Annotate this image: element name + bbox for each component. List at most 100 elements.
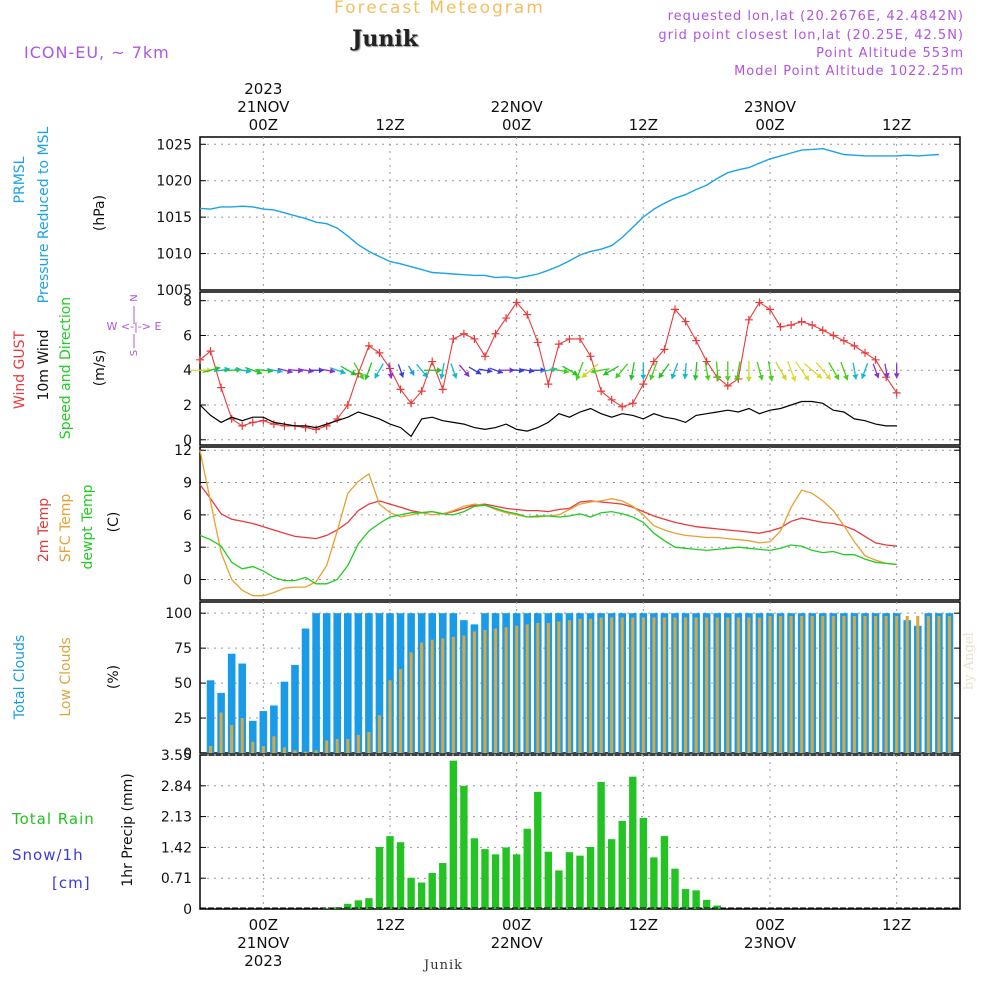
low-clouds-bar	[567, 620, 571, 753]
gust-point	[343, 401, 352, 410]
wind10m-series-line	[199, 400, 897, 438]
top-time-label: 00Z	[502, 116, 531, 134]
gust-point	[301, 423, 310, 432]
top-time-label: 23NOV	[744, 98, 797, 116]
gust-point	[586, 352, 595, 361]
wind-arrow-head	[640, 374, 647, 380]
rain-bar	[523, 828, 531, 909]
model-point-altitude: Model Point Altitude 1022.25m	[734, 64, 964, 79]
rain-bar	[702, 899, 711, 909]
wind-arrow-head	[364, 374, 370, 380]
rain-bar	[481, 849, 489, 909]
low-clouds-bar	[346, 739, 350, 753]
total-clouds-bar	[375, 613, 384, 753]
rain-bar	[396, 842, 405, 909]
gust-point	[533, 338, 542, 347]
low-clouds-bar	[916, 615, 920, 753]
wind-arrow-head	[572, 370, 578, 376]
rain-bar	[565, 852, 574, 909]
low-clouds-bar	[219, 712, 223, 753]
gust-point	[681, 317, 690, 326]
wind-arrow-head	[358, 373, 364, 380]
low-clouds-bar	[726, 617, 730, 753]
panel-4-ytick-label: 100	[165, 606, 192, 622]
low-clouds-bar	[462, 635, 466, 753]
low-clouds-bar	[399, 669, 403, 753]
low-clouds-bar	[483, 629, 487, 753]
gust-point	[892, 388, 901, 397]
wind-arrow-head	[463, 371, 470, 377]
wind-arrow-head	[724, 376, 731, 382]
gust-point	[787, 321, 796, 330]
gust-point	[280, 421, 289, 430]
wind-arrow-head	[398, 371, 405, 378]
wind-arrow-head	[704, 375, 711, 381]
rain-bar	[491, 854, 500, 909]
total-clouds-bar	[301, 628, 310, 753]
total-clouds-bar	[354, 613, 363, 753]
gust-point	[269, 420, 278, 429]
low-clouds-bar	[884, 615, 888, 753]
wind-arrow-head	[439, 373, 445, 380]
gust-point	[850, 341, 859, 350]
panel-2-ytick-label: 0	[183, 433, 192, 449]
top-time-label: 12Z	[629, 116, 658, 134]
wind-arrow-head	[883, 372, 890, 379]
panel-5-ytick-label: 2.13	[161, 810, 192, 826]
wind-arrow-head	[758, 374, 764, 381]
wind-arrow-head	[790, 375, 797, 382]
bottom-time-label: 21NOV	[237, 934, 290, 952]
gust-point	[206, 347, 215, 356]
wind-arrow-head	[277, 367, 283, 374]
panel-frame-3	[199, 446, 961, 601]
wind-arrow-head	[603, 370, 609, 376]
total-clouds-bar	[333, 613, 342, 753]
rain-bar	[407, 877, 415, 909]
rain-bar	[618, 820, 626, 909]
panel-2-ytick-label: 4	[183, 363, 192, 379]
low-clouds-bar	[536, 622, 540, 753]
gust-point	[491, 329, 500, 338]
wind-arrow-head	[768, 375, 774, 382]
low-clouds-bar	[747, 617, 751, 753]
bottom-time-label: 22NOV	[491, 934, 544, 952]
low-clouds-bar	[926, 615, 930, 753]
rain-bar	[344, 903, 352, 909]
wind-arrow-head	[893, 373, 900, 379]
total-clouds-bar	[248, 720, 257, 753]
wind-arrow-head	[563, 368, 570, 375]
low-clouds-bar	[863, 615, 867, 753]
wind-arrow-head	[256, 369, 262, 375]
gust-point	[259, 416, 268, 425]
low-clouds-label: Low Clouds	[58, 637, 74, 716]
bottom-time-label: 12Z	[882, 916, 911, 934]
gust-point	[333, 414, 342, 423]
wind-arrow-head	[451, 372, 458, 379]
low-clouds-bar	[451, 636, 455, 753]
low-clouds-bar	[304, 751, 308, 753]
bottom-time-label: 23NOV	[744, 934, 797, 952]
low-clouds-bar	[905, 615, 909, 753]
rain-bar	[417, 882, 426, 909]
wind-arrow-head	[329, 367, 335, 374]
wind-arrow-head	[628, 374, 635, 381]
panel-2-ytick-label: 2	[183, 398, 192, 414]
panel-5-ytick-label: 0	[183, 902, 192, 918]
top-time-label: 2023	[244, 80, 282, 98]
gust-point	[502, 314, 511, 323]
low-clouds-bar	[261, 746, 265, 753]
gust-point	[597, 387, 606, 396]
rain-bar	[671, 868, 679, 909]
rain-bar	[460, 785, 468, 909]
rain-bar	[555, 870, 563, 909]
low-clouds-bar	[272, 736, 276, 753]
low-clouds-bar	[293, 750, 297, 753]
gust-point	[196, 355, 204, 364]
low-clouds-bar	[800, 615, 804, 753]
bottom-time-label: 00Z	[755, 916, 784, 934]
bottom-location-label: Junik	[424, 958, 463, 973]
gust-point	[375, 348, 384, 357]
pressure-series-line	[199, 147, 939, 280]
low-clouds-bar	[736, 617, 740, 753]
